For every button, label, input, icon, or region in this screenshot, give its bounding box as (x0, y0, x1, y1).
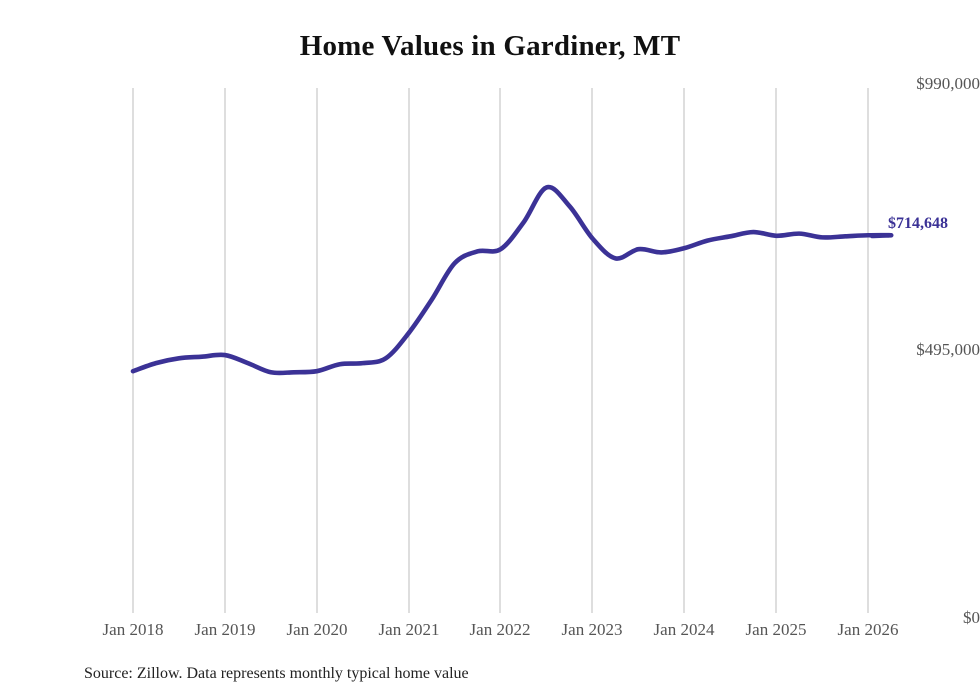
x-axis-tick-jan-2022: Jan 2022 (469, 620, 531, 639)
x-axis-tick-jan-2020: Jan 2020 (286, 620, 348, 639)
x-axis-tick-jan-2023: Jan 2023 (561, 620, 623, 639)
page-title: Home Values in Gardiner, MT (299, 30, 681, 62)
x-axis-tick-jan-2025: Jan 2025 (745, 620, 807, 639)
source-note: Source: Zillow. Data represents monthly … (84, 665, 469, 682)
x-axis-tick-jan-2026: Jan 2026 (837, 620, 899, 639)
x-axis-tick-jan-2019: Jan 2019 (194, 620, 256, 639)
x-axis-tick-jan-2021: Jan 2021 (378, 620, 440, 639)
home-value-line (130, 184, 894, 376)
x-axis-tick-jan-2018: Jan 2018 (102, 620, 164, 639)
end-value-annotation: $714,648 (888, 215, 948, 232)
y-axis-tick-mid: $495,000 (916, 340, 980, 359)
vertical-gridlines (132, 88, 869, 613)
y-axis-tick-top: $990,000 (916, 74, 980, 93)
y-axis-tick-bottom: $0 (963, 608, 980, 627)
x-axis-tick-jan-2024: Jan 2024 (653, 620, 715, 639)
